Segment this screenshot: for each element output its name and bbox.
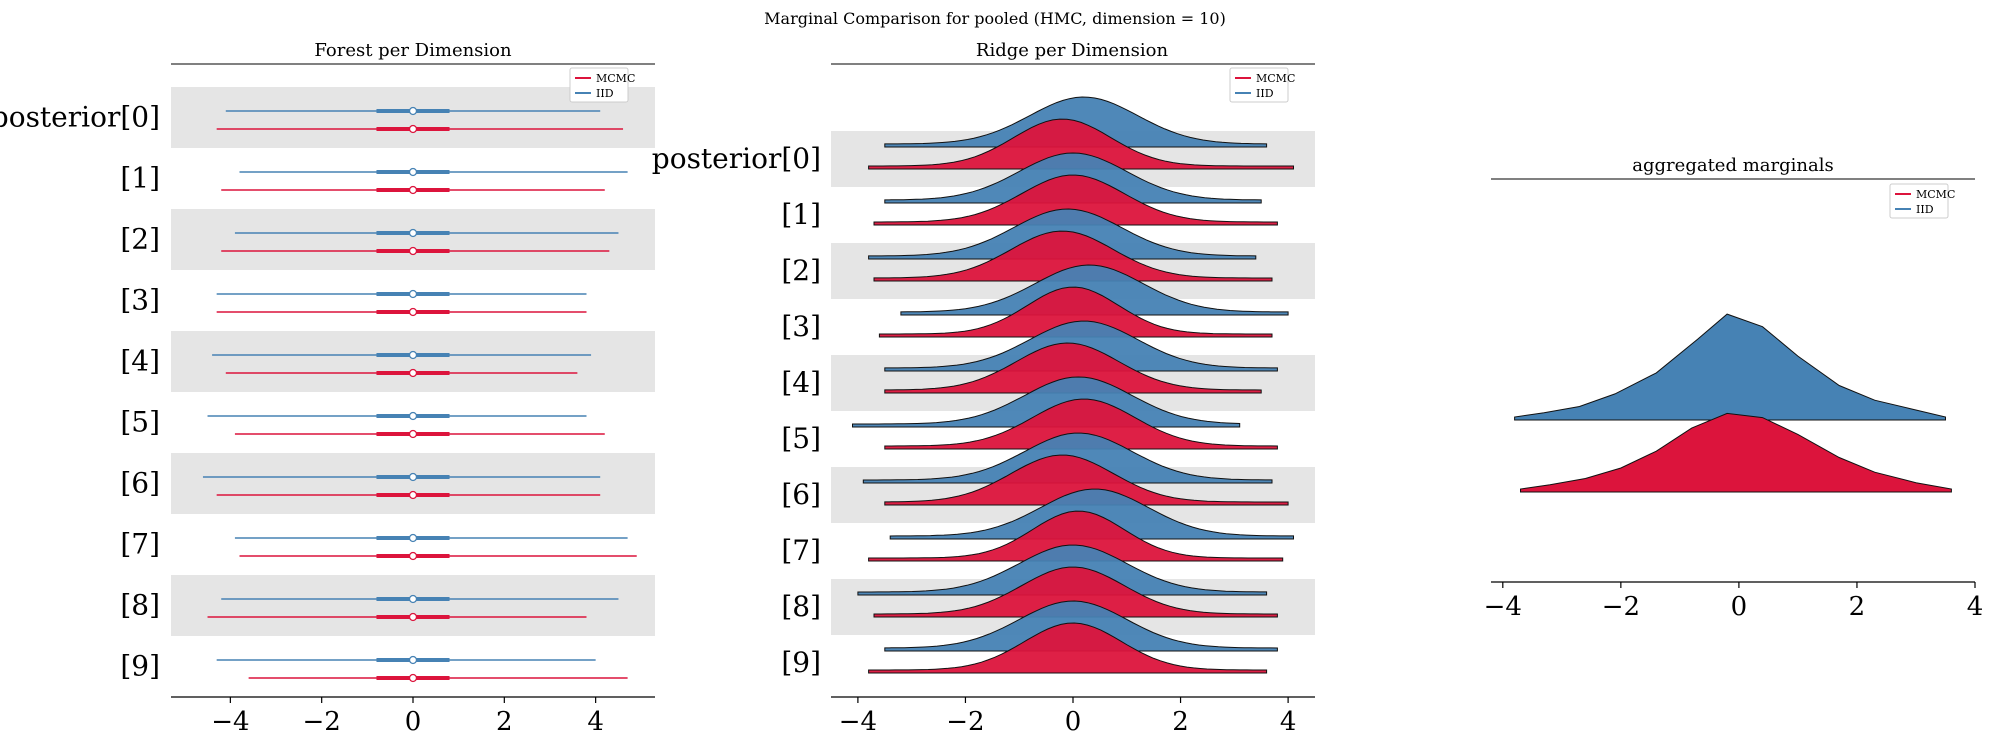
x-tick-label: −4 (1484, 592, 1522, 622)
row-label: [2] (120, 223, 160, 256)
median-point (408, 612, 418, 622)
mcmc-density-ridge (868, 510, 1284, 562)
ridge-panel-title: Ridge per Dimension (976, 40, 1169, 61)
row-label: [3] (781, 310, 821, 343)
x-tick-label: −2 (946, 707, 984, 737)
legend-label-mcmc: MCMC (596, 72, 635, 85)
legend-label-mcmc: MCMC (1916, 188, 1955, 201)
row-label: [2] (781, 254, 821, 287)
x-tick-label: −2 (303, 707, 341, 737)
row-label: [1] (120, 162, 160, 195)
row-label: [9] (120, 650, 160, 683)
median-point (408, 411, 418, 421)
forest-panel: Forest per Dimension posterior[0] [1] [2] [… (0, 40, 655, 737)
row-label: [8] (120, 589, 160, 622)
mcmc-density-ridge (884, 454, 1289, 506)
row-label: [7] (781, 534, 821, 567)
figure-title: Marginal Comparison for pooled (HMC, dim… (764, 9, 1226, 28)
x-tick-label: 4 (1280, 707, 1297, 737)
mcmc-density-ridge (878, 286, 1273, 338)
median-point (408, 124, 418, 134)
row-label: [3] (120, 284, 160, 317)
row-label: [9] (781, 646, 821, 679)
x-tick-label: 0 (1731, 592, 1748, 622)
median-point (408, 655, 418, 665)
row-label: [6] (120, 467, 160, 500)
x-tick-label: 2 (496, 707, 513, 737)
x-tick-label: 4 (587, 707, 604, 737)
row-label: posterior[0] (652, 142, 821, 175)
row-label: [4] (781, 366, 821, 399)
x-tick-label: −2 (1602, 592, 1640, 622)
row-label: [4] (120, 345, 160, 378)
iid-density-ridge (900, 264, 1289, 316)
median-point (408, 594, 418, 604)
median-point (408, 472, 418, 482)
row-label: [5] (120, 406, 160, 439)
row-label: [6] (781, 478, 821, 511)
row-band (171, 575, 655, 636)
median-point (408, 350, 418, 360)
median-point (408, 368, 418, 378)
mcmc-aggregated-density (1520, 412, 1952, 493)
x-tick-label: 2 (1172, 707, 1189, 737)
median-point (408, 228, 418, 238)
median-point (408, 533, 418, 543)
aggregated-panel-title: aggregated marginals (1632, 155, 1833, 176)
mcmc-density-ridge (873, 174, 1278, 226)
median-point (408, 185, 418, 195)
aggregated-panel: aggregated marginals −4 −2 0 2 4 MCMC IID (1484, 155, 1984, 622)
median-point (408, 429, 418, 439)
forest-panel-title: Forest per Dimension (314, 40, 512, 61)
legend-label-mcmc: MCMC (1256, 72, 1295, 85)
mcmc-density-ridge (868, 118, 1294, 170)
median-point (408, 673, 418, 683)
row-label: [7] (120, 528, 160, 561)
mcmc-density-ridge (868, 622, 1268, 674)
iid-aggregated-density (1514, 313, 1946, 421)
iid-density-ridge (852, 376, 1241, 428)
ridge-panel: Ridge per Dimension posterior[0] [1] [2] [3… (652, 40, 1315, 737)
row-label: [1] (781, 198, 821, 231)
row-band (171, 209, 655, 270)
median-point (408, 167, 418, 177)
row-band (171, 453, 655, 514)
mcmc-density-ridge (873, 230, 1273, 282)
x-tick-label: −4 (211, 707, 249, 737)
row-label: [8] (781, 590, 821, 623)
median-point (408, 490, 418, 500)
legend-label-iid: IID (596, 87, 614, 100)
median-point (408, 106, 418, 116)
x-tick-label: −4 (839, 707, 877, 737)
x-tick-label: 0 (1065, 707, 1082, 737)
x-tick-label: 2 (1849, 592, 1866, 622)
median-point (408, 289, 418, 299)
x-tick-label: 0 (405, 707, 422, 737)
row-band (171, 331, 655, 392)
mcmc-density-ridge (884, 342, 1262, 394)
median-point (408, 246, 418, 256)
median-point (408, 551, 418, 561)
x-tick-label: 4 (1967, 592, 1984, 622)
legend-label-iid: IID (1256, 87, 1274, 100)
mcmc-density-ridge (873, 566, 1278, 618)
row-label: [5] (781, 422, 821, 455)
median-point (408, 307, 418, 317)
mcmc-density-ridge (884, 398, 1278, 450)
legend-label-iid: IID (1916, 203, 1934, 216)
row-label: posterior[0] (0, 101, 160, 134)
